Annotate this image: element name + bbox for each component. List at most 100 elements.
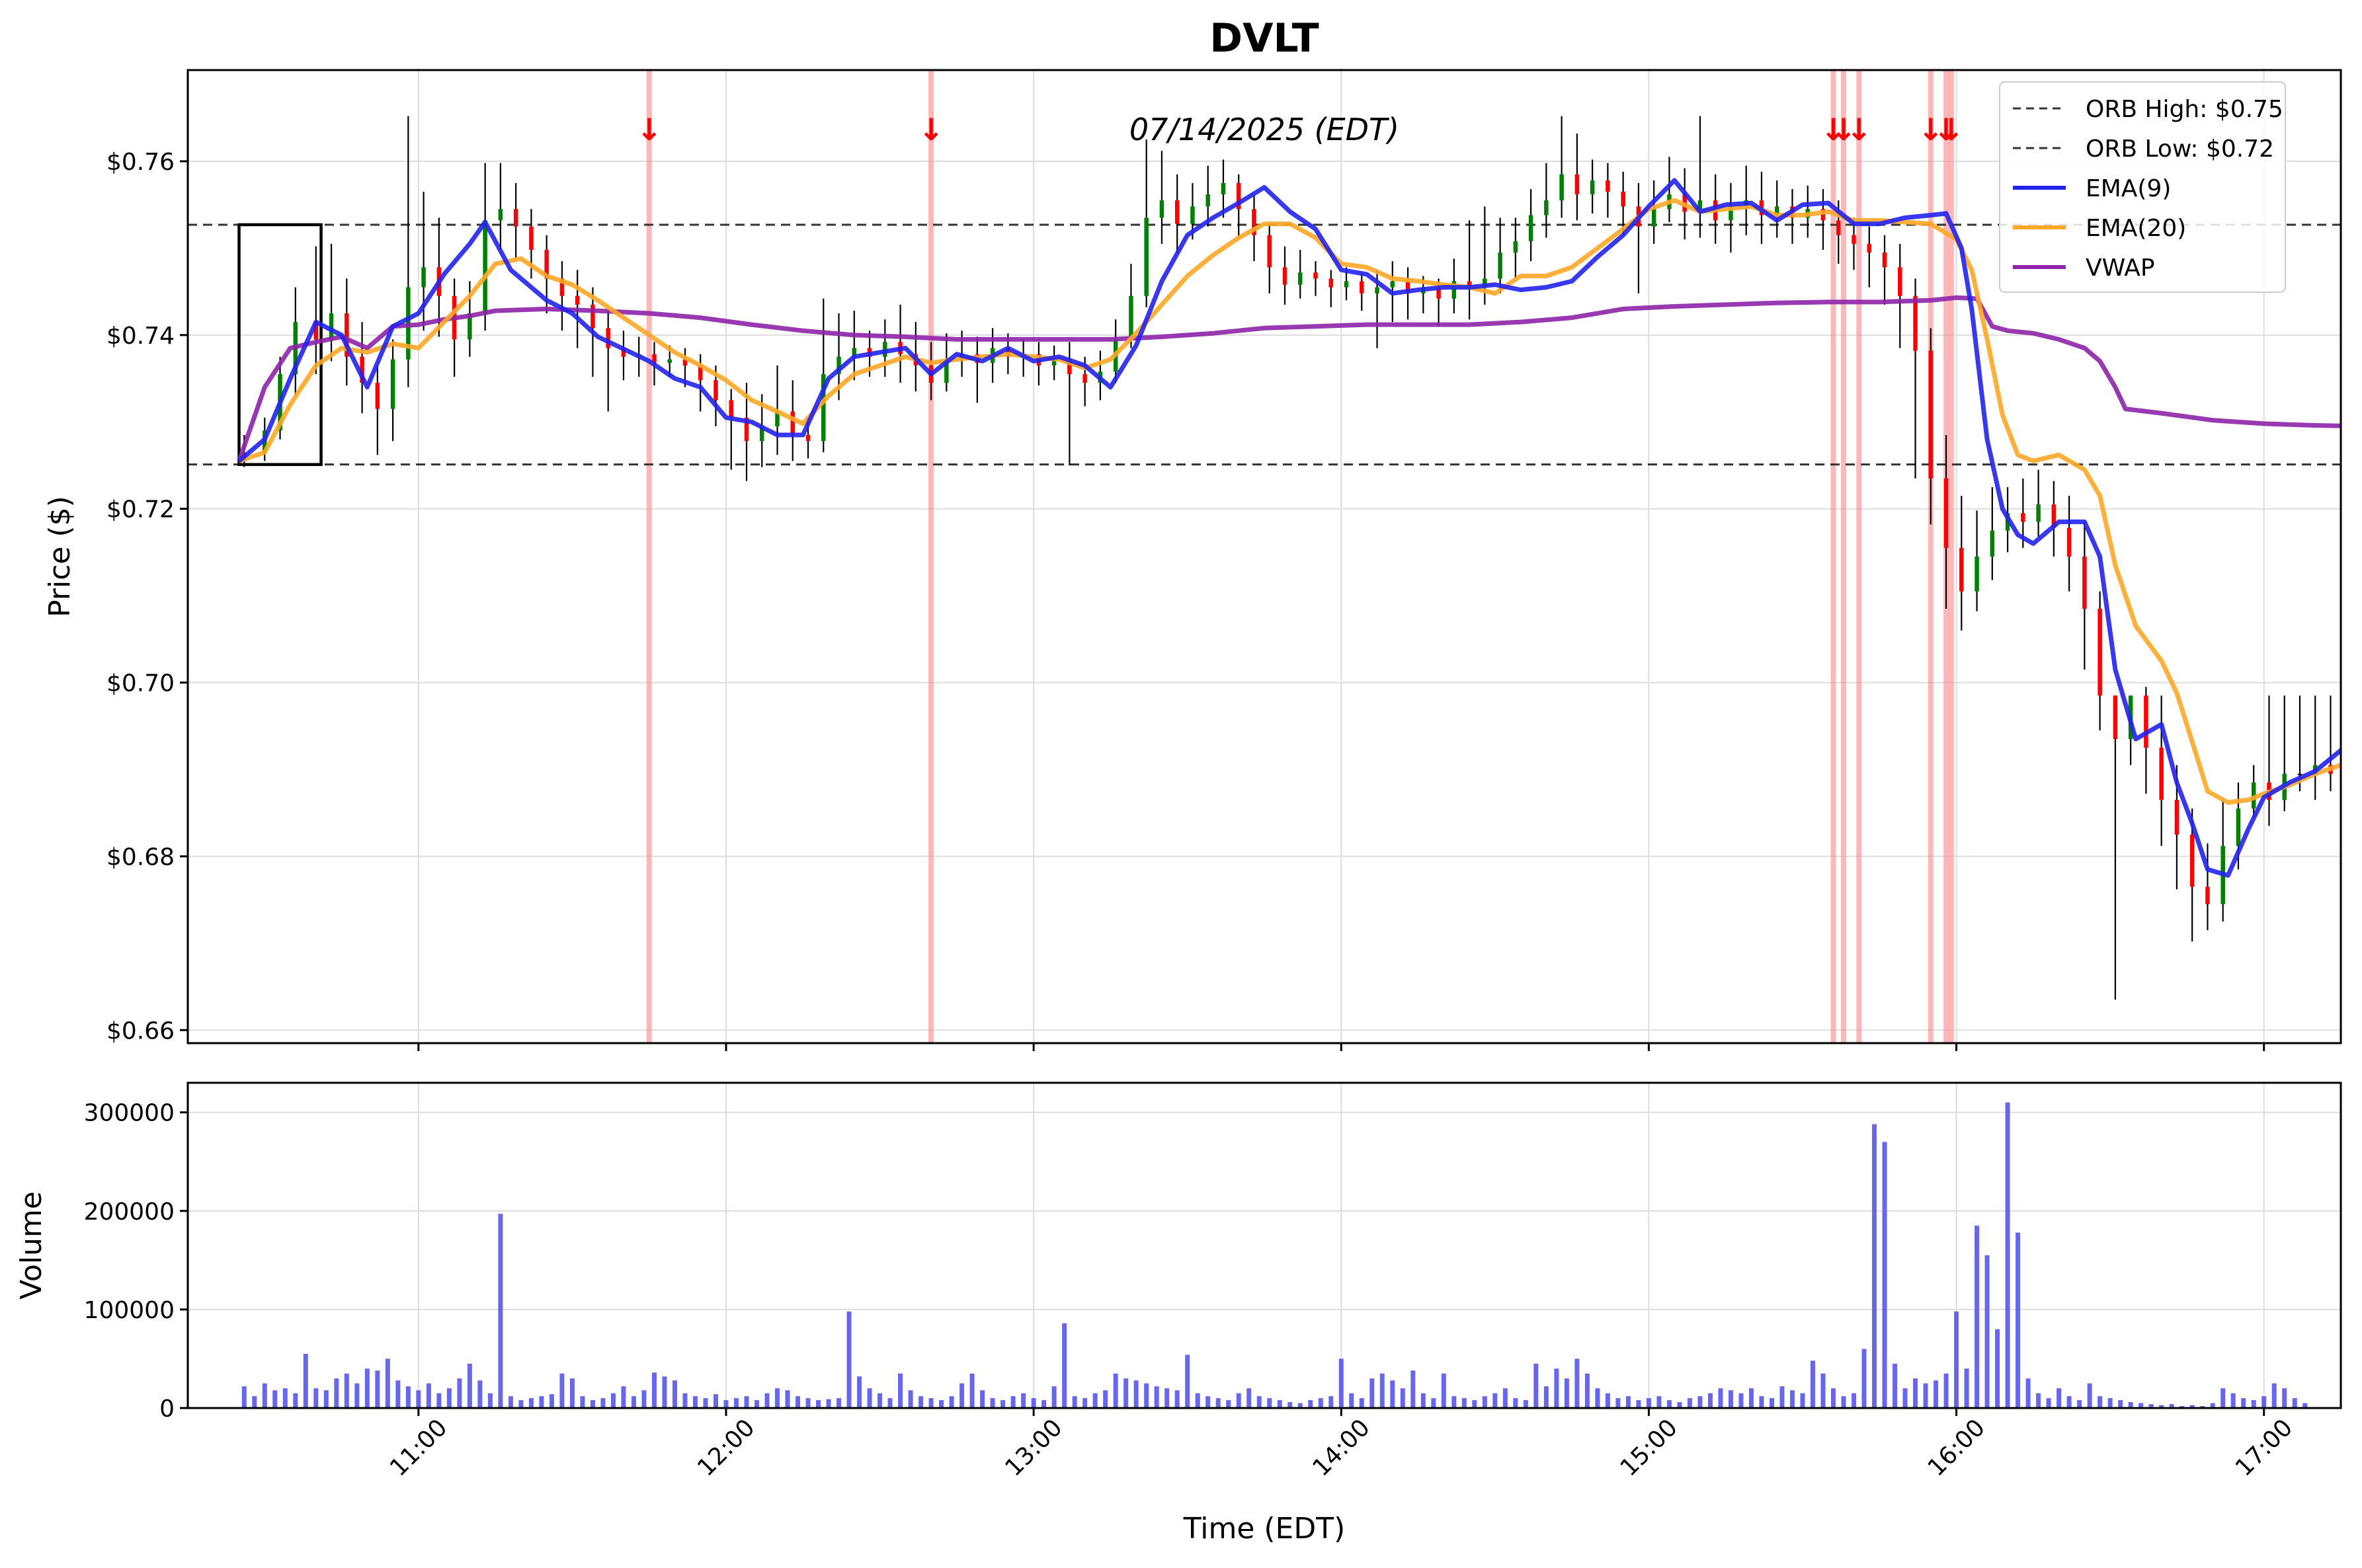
volume-bar <box>272 1390 277 1408</box>
volume-bar <box>1524 1400 1528 1408</box>
volume-bar <box>734 1398 739 1408</box>
volume-bar <box>1237 1393 1241 1408</box>
volume-bar <box>1123 1378 1128 1408</box>
volume-bar <box>611 1393 616 1408</box>
candle-body <box>1498 253 1502 278</box>
candle-body <box>1944 479 1949 548</box>
volume-bar <box>1451 1396 1456 1408</box>
price-axis-label: Price ($) <box>43 496 77 617</box>
candle-body <box>2159 748 2164 800</box>
volume-bar <box>354 1384 359 1408</box>
candle-body <box>1221 183 1226 194</box>
volume-axis-label: Volume <box>15 1191 48 1300</box>
signal-arrow: ↓ <box>1846 112 1872 147</box>
legend-label: VWAP <box>2086 255 2155 282</box>
volume-bar <box>939 1400 944 1408</box>
volume-bar <box>836 1398 841 1408</box>
volume-bar <box>1995 1329 2000 1408</box>
volume-bar <box>477 1380 482 1408</box>
volume-bar <box>2026 1378 2031 1408</box>
volume-bar <box>786 1390 790 1408</box>
candle-body <box>1913 296 1918 351</box>
candle-body <box>1205 194 1210 206</box>
candle-body <box>391 360 395 409</box>
volume-bar <box>1913 1378 1918 1408</box>
volume-bar <box>1410 1370 1415 1408</box>
volume-bar <box>518 1400 523 1408</box>
volume-bar <box>1134 1380 1139 1408</box>
volume-bar <box>2220 1388 2225 1408</box>
candle-body <box>590 305 595 328</box>
signal-arrow: ↓ <box>636 112 662 147</box>
volume-bar <box>1585 1374 1590 1408</box>
volume-bar <box>1164 1388 1169 1408</box>
volume-bar <box>929 1398 934 1408</box>
volume-bar <box>1544 1386 1549 1408</box>
volume-bar <box>1790 1390 1795 1408</box>
legend-label: ORB High: $0.75 <box>2086 96 2283 123</box>
volume-bar <box>1779 1386 1784 1408</box>
volume-bar <box>1205 1396 1210 1408</box>
volume-bar <box>1328 1396 1333 1408</box>
volume-bar <box>1185 1354 1190 1408</box>
volume-y-tick-label: 100000 <box>84 1297 175 1324</box>
volume-bar <box>1565 1378 1569 1408</box>
volume-bar <box>1360 1398 1364 1408</box>
candle-body <box>1298 272 1303 284</box>
volume-bar <box>468 1364 472 1408</box>
volume-bar <box>570 1378 575 1408</box>
volume-bar <box>1954 1312 1959 1408</box>
volume-bar <box>888 1398 893 1408</box>
candle-body <box>1975 557 1979 592</box>
volume-bar <box>959 1384 964 1408</box>
volume-bar <box>991 1398 995 1408</box>
volume-bar <box>1431 1398 1436 1408</box>
volume-bar <box>2036 1393 2041 1408</box>
volume-bar <box>1718 1388 1723 1408</box>
candle-body <box>606 328 610 348</box>
candle-body <box>1268 235 1272 268</box>
candle-body <box>1959 548 1964 592</box>
volume-bar <box>2077 1400 2082 1408</box>
volume-bar <box>345 1374 349 1408</box>
volume-bar <box>816 1400 821 1408</box>
volume-bar <box>2231 1393 2236 1408</box>
volume-bar <box>1636 1400 1641 1408</box>
candle-body <box>2082 557 2087 609</box>
volume-bar <box>1349 1393 1354 1408</box>
candle-body <box>1590 180 1595 194</box>
volume-bar <box>1688 1398 1692 1408</box>
volume-y-tick-label: 0 <box>159 1395 175 1423</box>
volume-bar <box>2057 1388 2061 1408</box>
volume-bar <box>529 1398 534 1408</box>
volume-bar <box>457 1378 462 1408</box>
volume-bar <box>2252 1400 2256 1408</box>
volume-bar <box>682 1393 687 1408</box>
volume-bar <box>406 1386 411 1408</box>
candle-body <box>1559 175 1564 200</box>
volume-bar <box>918 1396 923 1408</box>
candle-body <box>667 360 672 363</box>
volume-bar <box>1872 1124 1877 1408</box>
candle-body <box>2067 528 2072 557</box>
time-axis-label: Time (EDT) <box>1183 1512 1346 1546</box>
price-y-tick-label: $0.74 <box>106 323 175 350</box>
volume-bar <box>1656 1396 1661 1408</box>
volume-bar <box>550 1394 554 1408</box>
volume-bar <box>1934 1380 1938 1408</box>
volume-bar <box>1975 1226 1979 1408</box>
volume-bar <box>1944 1374 1949 1408</box>
volume-bar <box>1103 1390 1108 1408</box>
candle-body <box>1883 253 1887 267</box>
volume-bar <box>1492 1393 1497 1408</box>
volume-bar <box>724 1400 729 1408</box>
volume-bar <box>1606 1393 1610 1408</box>
volume-bar <box>1667 1400 1672 1408</box>
volume-bar <box>1011 1396 1016 1408</box>
candle-body <box>575 296 580 305</box>
volume-bar <box>580 1396 585 1408</box>
volume-bar <box>631 1396 636 1408</box>
candle-body <box>1990 531 1995 557</box>
chart-title: DVLT <box>1209 15 1319 61</box>
